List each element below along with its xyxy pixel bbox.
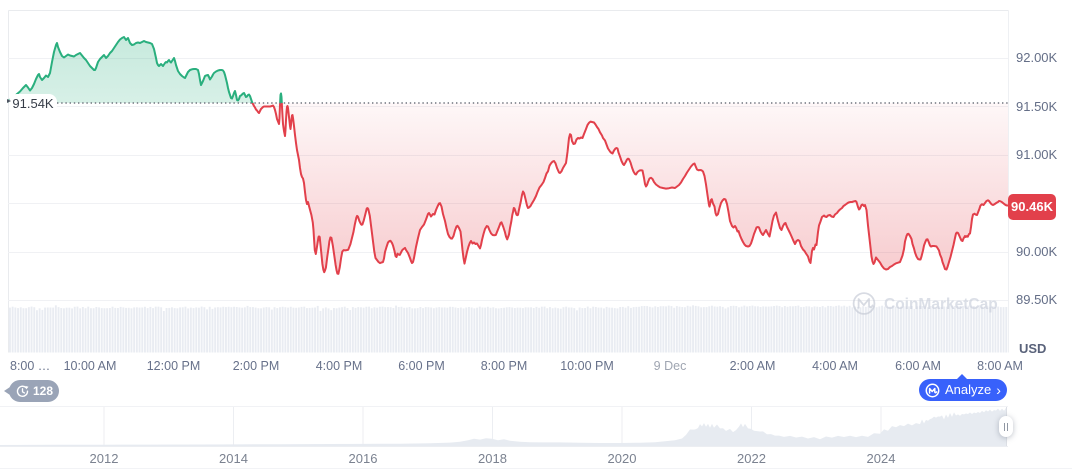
svg-text:CoinMarketCap: CoinMarketCap [884,296,998,313]
